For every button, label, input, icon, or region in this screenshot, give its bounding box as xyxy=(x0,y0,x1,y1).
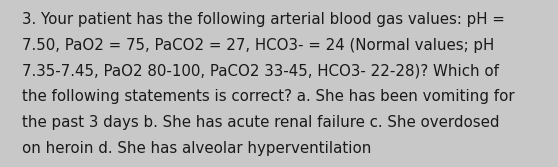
Text: the past 3 days b. She has acute renal failure c. She overdosed: the past 3 days b. She has acute renal f… xyxy=(22,115,500,130)
Text: 7.35-7.45, PaO2 80-100, PaCO2 33-45, HCO3- 22-28)? Which of: 7.35-7.45, PaO2 80-100, PaCO2 33-45, HCO… xyxy=(22,63,499,78)
Text: on heroin d. She has alveolar hyperventilation: on heroin d. She has alveolar hyperventi… xyxy=(22,141,372,156)
Text: 7.50, PaO2 = 75, PaCO2 = 27, HCO3- = 24 (Normal values; pH: 7.50, PaO2 = 75, PaCO2 = 27, HCO3- = 24 … xyxy=(22,38,494,53)
Text: the following statements is correct? a. She has been vomiting for: the following statements is correct? a. … xyxy=(22,89,515,104)
Text: 3. Your patient has the following arterial blood gas values: pH =: 3. Your patient has the following arteri… xyxy=(22,12,505,27)
